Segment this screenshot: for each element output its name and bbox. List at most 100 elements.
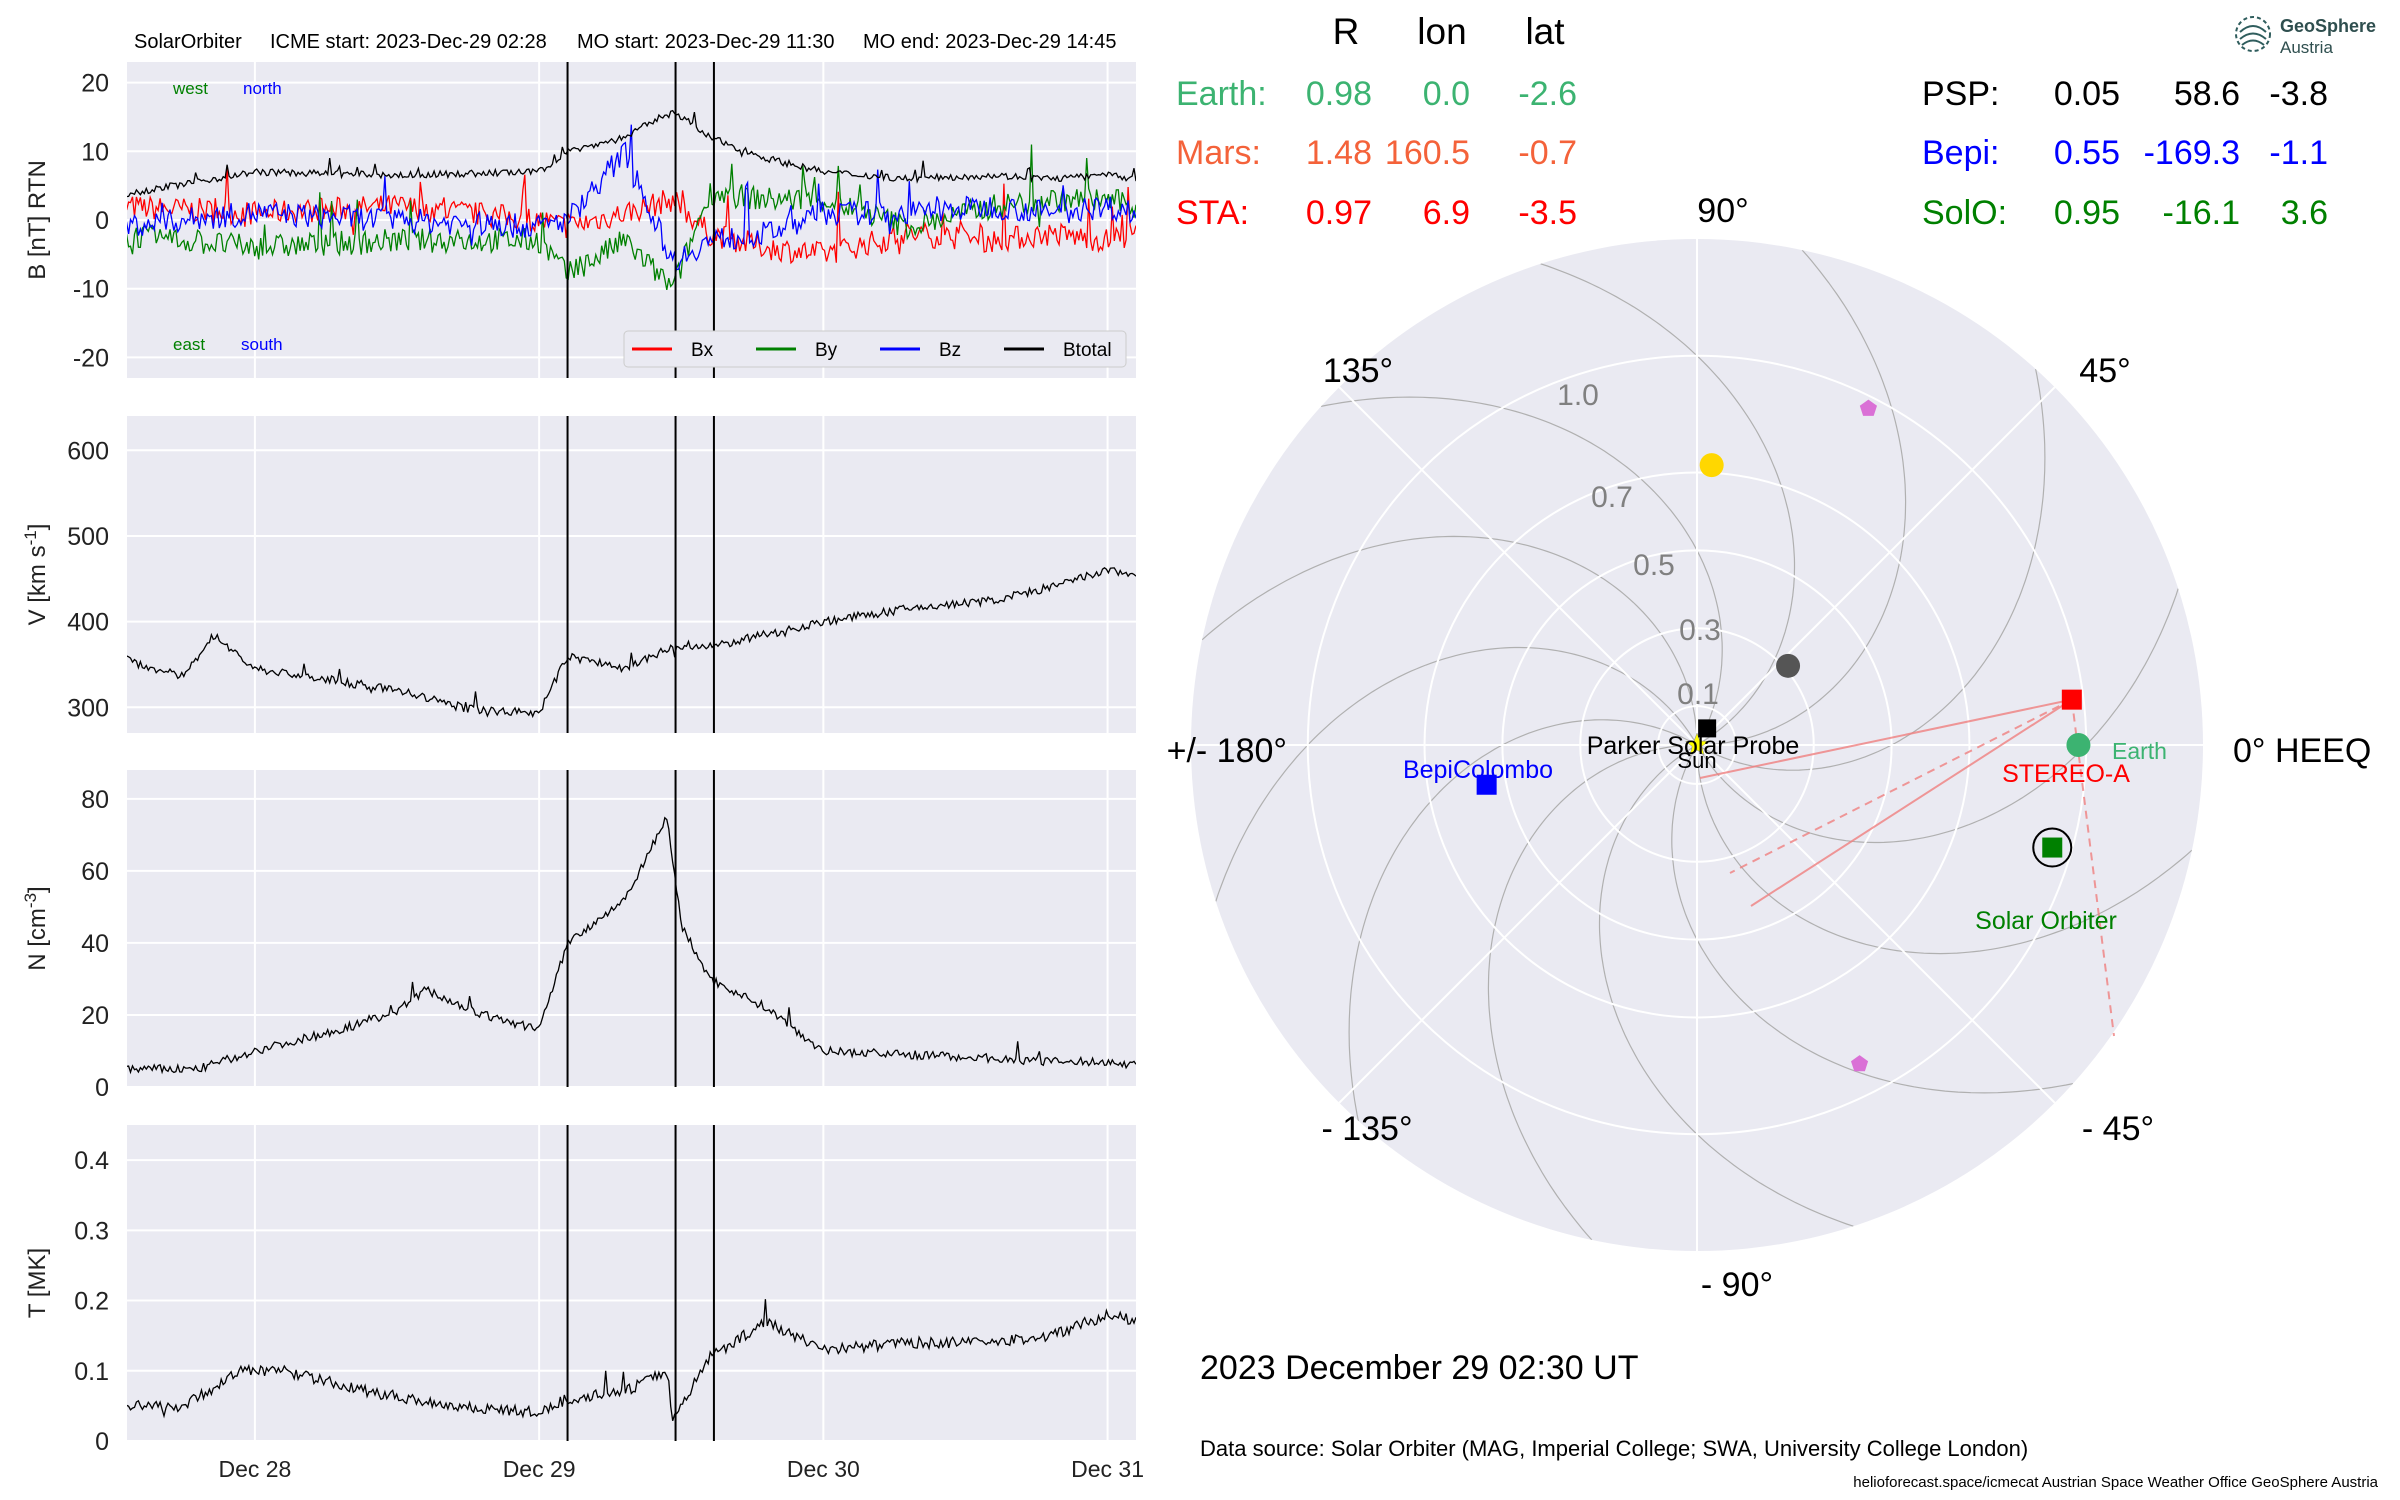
right-row-solo-lon: -16.1 <box>2163 194 2241 232</box>
y-tick-label: 20 <box>81 1002 109 1030</box>
y-tick-label: -20 <box>73 344 109 372</box>
y-tick-label: 300 <box>67 694 109 722</box>
y-tick-label: 60 <box>81 858 109 886</box>
right-row-psp-r: 0.05 <box>2054 75 2120 113</box>
y-tick-label: -10 <box>73 276 109 304</box>
series-line-v <box>127 566 1136 719</box>
radial-tick-label: 0.3 <box>1679 614 1721 647</box>
y-tick-label: 40 <box>81 930 109 958</box>
left-row-mars-lat: -0.7 <box>1518 134 1577 172</box>
logo-name: GeoSphere <box>2280 16 2377 36</box>
radial-tick-label: 0.5 <box>1633 549 1675 582</box>
y-axis-label: B [nT] RTN <box>24 160 51 280</box>
left-row-sta-name: STA: <box>1176 194 1249 232</box>
left-row-mars-name: Mars: <box>1176 134 1261 172</box>
angular-gridline <box>1696 744 2056 1104</box>
timeseries-panel-2: 300 400 500 600 V [km s-1] <box>21 416 1136 733</box>
series-line-bx <box>127 166 1136 265</box>
parker-solar-probe-label: Parker Solar Probe <box>1587 732 1800 760</box>
stereo-a-label: STEREO-A <box>2002 760 2130 788</box>
parker-spiral-line <box>1696 588 2179 844</box>
parker-spiral-line <box>1201 535 1698 745</box>
logo-country: Austria <box>2280 38 2333 57</box>
y-tick-label: 0.4 <box>74 1147 109 1175</box>
stereo-a-marker <box>2061 689 2082 710</box>
globe-icon <box>2235 16 2271 52</box>
parker-spiral-line <box>1671 744 2074 1094</box>
north-annotation: north <box>243 79 282 98</box>
bepicolombo-label: BepiColombo <box>1403 756 1553 784</box>
left-row-sta-lat: -3.5 <box>1518 194 1577 232</box>
mo-start-label: MO start: 2023-Dec-29 11:30 <box>577 31 835 53</box>
y-tick-label: 400 <box>67 609 109 637</box>
parker-spiral-line <box>1696 745 2193 955</box>
left-row-sta-lon: 6.9 <box>1423 194 1470 232</box>
table-header-r: R <box>1333 11 1360 52</box>
solar-orbiter-label: Solar Orbiter <box>1975 907 2117 935</box>
legend-label-bx: Bx <box>691 340 714 361</box>
radial-tick-label: 0.1 <box>1677 678 1719 711</box>
footer-label: helioforecast.space/icmecat Austrian Spa… <box>1853 1474 2378 1491</box>
y-tick-label: 600 <box>67 437 109 465</box>
angle-label: 45° <box>2079 352 2130 390</box>
data-source-label: Data source: Solar Orbiter (MAG, Imperia… <box>1200 1436 2028 1461</box>
legend-label-btotal: Btotal <box>1063 340 1112 361</box>
stereo-a-field-line <box>1729 698 2073 874</box>
parker-spiral-line <box>1540 263 1796 746</box>
y-tick-label: 80 <box>81 786 109 814</box>
legend-box <box>623 330 1127 368</box>
angle-label: - 45° <box>2082 1110 2154 1148</box>
angle-label: 135° <box>1323 352 1393 390</box>
earth-marker <box>2066 733 2091 757</box>
radial-tick-label: 1.0 <box>1557 379 1599 412</box>
right-row-psp-name: PSP: <box>1922 75 1999 113</box>
y-tick-label: 20 <box>81 70 109 98</box>
right-row-bepi-r: 0.55 <box>2054 134 2120 172</box>
geosphere-logo: GeoSphere Austria <box>2232 12 2392 62</box>
bepicolombo-marker <box>1476 774 1497 795</box>
mercury-marker <box>1776 653 1801 678</box>
legend-label-bz: Bz <box>939 340 961 361</box>
solar-orbiter-marker <box>2042 837 2063 858</box>
parker-spiral-line <box>1320 396 1723 746</box>
timeseries-panel-3: 0 20 40 60 80 N [cm-3] <box>21 770 1136 1102</box>
series-line-btotal <box>127 109 1136 198</box>
y-axis-label: N [cm-3] <box>21 886 52 970</box>
panel-background <box>127 416 1136 733</box>
earth-label: Earth <box>2112 738 2167 764</box>
left-row-earth-lon: 0.0 <box>1423 75 1470 113</box>
parker-spiral-line <box>1598 744 1854 1227</box>
series-line-bz <box>127 124 1136 271</box>
x-tick-label: Dec 30 <box>787 1456 860 1482</box>
mo-end-label: MO end: 2023-Dec-29 14:45 <box>863 31 1117 53</box>
spacecraft-label: SolarOrbiter <box>134 31 242 53</box>
west-annotation: west <box>172 79 208 98</box>
venus-marker <box>1699 453 1724 478</box>
right-row-psp-lat: -3.8 <box>2269 75 2328 113</box>
angle-label: +/- 180° <box>1167 732 1287 770</box>
legend: Bx By Bz Btotal <box>623 330 1127 368</box>
right-row-bepi-lat: -1.1 <box>2269 134 2328 172</box>
timeseries-panel-4: 0 0.1 0.2 0.3 0.4 T [MK] Dec 28 Dec 29 Dec 30 Dec… <box>24 1125 1144 1482</box>
y-tick-label: 0.2 <box>74 1288 109 1316</box>
panel-background <box>127 1125 1136 1441</box>
y-tick-label: 0.1 <box>74 1358 109 1386</box>
parker-spiral-line <box>1215 646 1698 902</box>
angle-label: - 90° <box>1701 1266 1773 1304</box>
parker-spiral-line <box>1348 719 1698 1122</box>
east-annotation: east <box>173 335 205 354</box>
table-header-lat: lat <box>1525 11 1565 52</box>
right-row-solo-r: 0.95 <box>2054 194 2120 232</box>
y-axis-label-exponent: -1 <box>21 530 40 545</box>
y-axis-label-exponent: -3 <box>21 893 40 908</box>
legend-label-by: By <box>815 340 838 361</box>
left-row-earth-lat: -2.6 <box>1518 75 1577 113</box>
polar-plot: 0.1 0.30.5 0.7 1.0 90° 45° 0° HEEQ - 45° - 90° - … <box>1167 192 2372 1304</box>
date-label: 2023 December 29 02:30 UT <box>1200 1349 1638 1387</box>
timeseries-panel-1: -20 -10 0 10 20 B [nT] RTN west north east south B… <box>24 62 1136 378</box>
x-tick-label: Dec 29 <box>503 1456 576 1482</box>
y-axis-label: T [MK] <box>24 1248 51 1318</box>
y-tick-label: 500 <box>67 523 109 551</box>
y-tick-label: 10 <box>81 138 109 166</box>
